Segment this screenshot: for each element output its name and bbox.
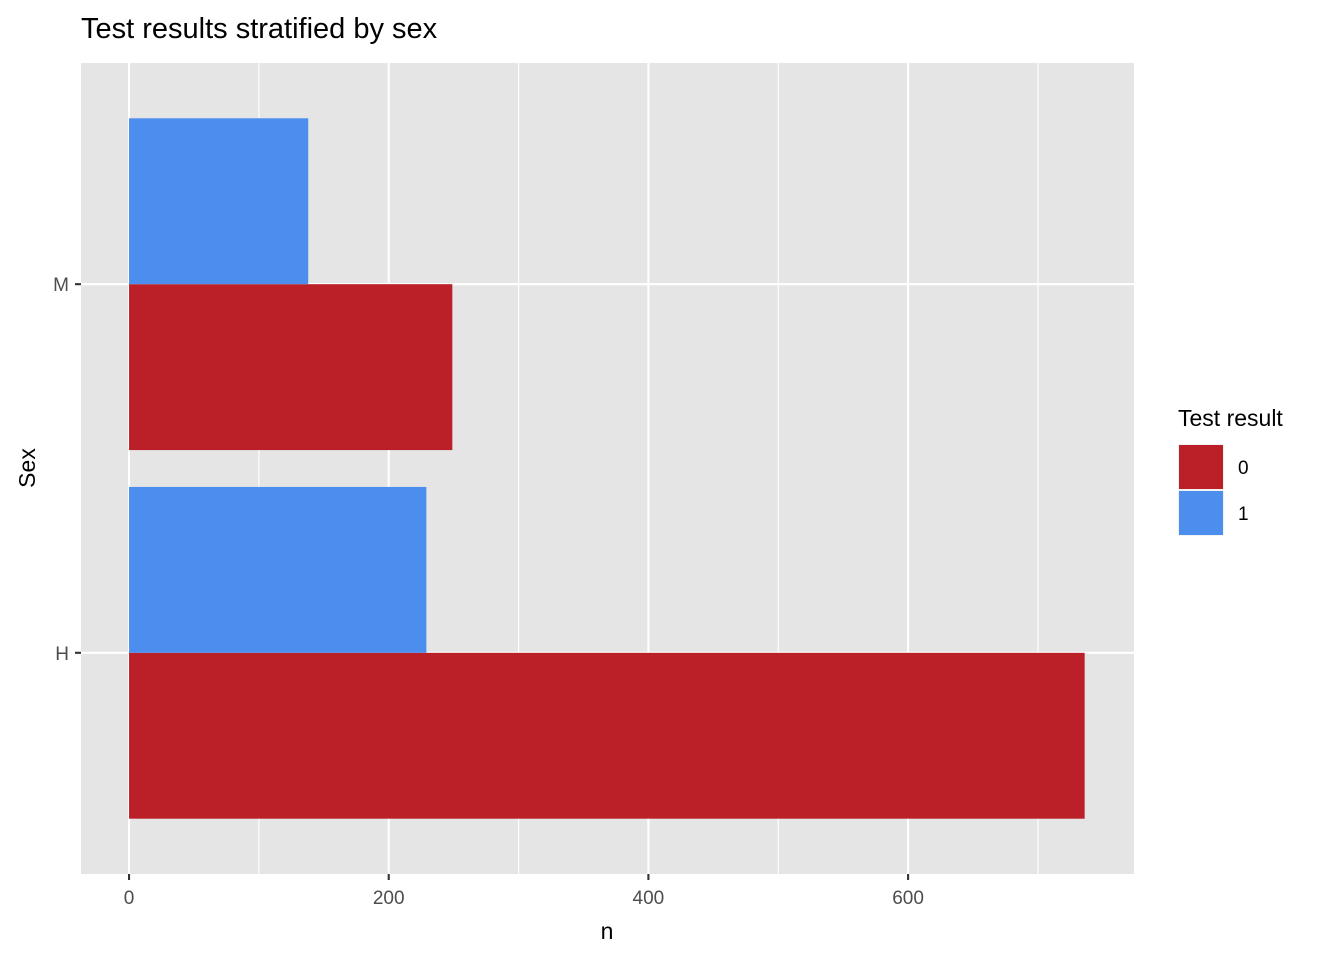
chart-title: Test results stratified by sex: [81, 13, 438, 45]
legend-swatch-0: [1179, 445, 1223, 489]
y-axis: HM: [53, 275, 81, 665]
x-tick-label: 0: [124, 888, 135, 909]
bar-H-0: [129, 652, 1085, 819]
legend-title: Test result: [1178, 405, 1283, 431]
bar-M-0: [129, 284, 453, 451]
legend-label: 0: [1238, 458, 1249, 479]
legend-label: 1: [1238, 504, 1249, 525]
legend-swatch-1: [1179, 491, 1223, 535]
x-axis-title: n: [601, 918, 614, 944]
bar-H-1: [129, 486, 427, 653]
x-tick-label: 400: [633, 888, 665, 909]
bars: [129, 118, 1085, 819]
y-tick-label: H: [55, 644, 69, 665]
y-tick-label: M: [53, 275, 69, 296]
x-tick-label: 200: [373, 888, 405, 909]
bar-M-1: [129, 118, 309, 285]
x-tick-label: 600: [892, 888, 924, 909]
legend: Test result 0 1: [1178, 405, 1283, 536]
y-axis-title: Sex: [14, 448, 40, 488]
x-axis: 0 200 400 600: [124, 874, 924, 909]
